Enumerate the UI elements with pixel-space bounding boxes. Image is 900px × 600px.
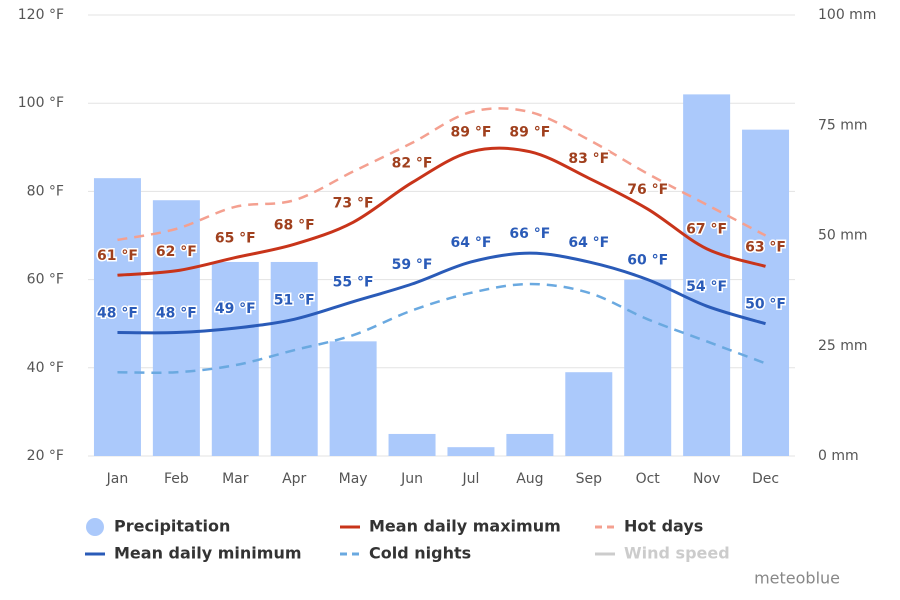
legend-symbol (86, 518, 104, 536)
y-tick-label: 80 °F (27, 183, 64, 199)
bar (270, 261, 318, 456)
data-label: 63 °F (745, 239, 786, 255)
data-label: 60 °F (627, 253, 668, 269)
x-tick-label: Nov (693, 471, 720, 487)
x-tick-label: Sep (576, 471, 603, 487)
bar (329, 341, 377, 456)
y2-tick-label: 100 mm (818, 7, 876, 23)
data-label: 76 °F (627, 182, 668, 198)
data-label: 62 °F (156, 244, 197, 260)
bar (506, 433, 554, 456)
data-label: 48 °F (156, 306, 197, 322)
y-tick-label: 100 °F (18, 95, 64, 111)
data-label: 55 °F (333, 275, 374, 291)
bar (742, 129, 790, 456)
data-label: 51 °F (274, 292, 315, 308)
data-label: 48 °F (97, 306, 138, 322)
x-tick-label: Aug (516, 471, 543, 487)
data-label: 49 °F (215, 301, 256, 317)
bar (211, 261, 259, 456)
bar (388, 433, 436, 456)
y2-tick-label: 75 mm (818, 117, 868, 133)
y2-tick-label: 25 mm (818, 338, 868, 354)
data-label: 82 °F (392, 156, 433, 172)
data-label: 54 °F (686, 279, 727, 295)
x-tick-label: Jul (462, 471, 480, 487)
legend-label: Wind speed (624, 544, 730, 563)
y2-tick-label: 0 mm (818, 448, 859, 464)
data-label: 67 °F (686, 222, 727, 238)
data-label: 73 °F (333, 195, 374, 211)
data-label: 64 °F (568, 235, 609, 251)
line (117, 282, 766, 374)
data-label: 50 °F (745, 297, 786, 313)
y-tick-label: 120 °F (18, 7, 64, 23)
data-label: 65 °F (215, 231, 256, 247)
line (117, 146, 766, 277)
bar (447, 447, 495, 456)
x-tick-label: Oct (636, 471, 661, 487)
data-label: 66 °F (509, 226, 550, 242)
legend-label: Hot days (624, 517, 703, 536)
data-label: 59 °F (392, 257, 433, 273)
bar (624, 279, 672, 456)
x-tick-label: May (339, 471, 368, 487)
data-label: 68 °F (274, 217, 315, 233)
y2-tick-label: 50 mm (818, 228, 868, 244)
legend-label: Mean daily maximum (369, 517, 561, 536)
y-tick-label: 20 °F (27, 448, 64, 464)
bar (683, 94, 731, 456)
x-tick-label: Jun (400, 471, 423, 487)
legend-label: Cold nights (369, 544, 471, 563)
legend-label: Precipitation (114, 517, 230, 536)
y-tick-label: 40 °F (27, 360, 64, 376)
bar (93, 178, 141, 457)
line (117, 251, 766, 335)
x-tick-label: Jan (106, 471, 129, 487)
x-tick-label: Feb (164, 471, 189, 487)
x-tick-label: Apr (282, 471, 306, 487)
data-label: 89 °F (450, 125, 491, 141)
bar (565, 372, 613, 456)
data-label: 89 °F (509, 125, 550, 141)
y-tick-label: 60 °F (27, 272, 64, 288)
x-tick-label: Mar (222, 471, 249, 487)
watermark: meteoblue (754, 569, 840, 588)
legend-label: Mean daily minimum (114, 544, 302, 563)
data-label: 61 °F (97, 248, 138, 264)
bar (152, 200, 200, 456)
x-tick-label: Dec (752, 471, 779, 487)
data-label: 64 °F (450, 235, 491, 251)
data-label: 83 °F (568, 151, 609, 167)
line (117, 107, 767, 242)
